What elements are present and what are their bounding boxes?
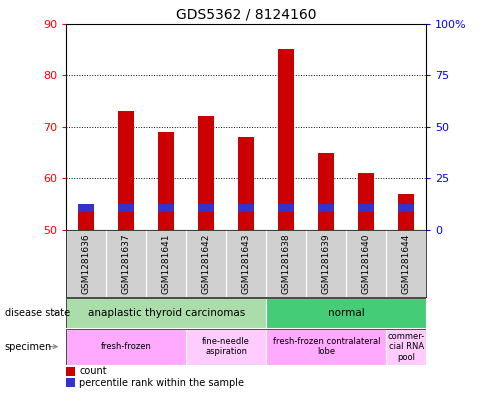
Text: fine-needle
aspiration: fine-needle aspiration [202, 337, 250, 356]
Bar [358, 204, 374, 212]
Bar [66, 367, 75, 376]
Text: GSM1281640: GSM1281640 [362, 233, 371, 294]
Text: GSM1281644: GSM1281644 [402, 233, 411, 294]
Bar [238, 204, 254, 212]
Text: disease state: disease state [5, 308, 70, 318]
Text: GSM1281637: GSM1281637 [122, 233, 131, 294]
Bar [358, 173, 374, 230]
Bar [318, 204, 334, 212]
Text: commer-
cial RNA
pool: commer- cial RNA pool [388, 332, 425, 362]
Bar [198, 204, 214, 212]
Bar [198, 116, 214, 230]
Bar [266, 329, 386, 365]
Bar [238, 137, 254, 230]
Text: fresh-frozen: fresh-frozen [101, 342, 151, 351]
Text: GSM1281643: GSM1281643 [242, 233, 251, 294]
Bar [78, 204, 94, 230]
Bar [66, 378, 75, 387]
Bar [398, 194, 415, 230]
Bar [66, 329, 186, 365]
Bar [118, 111, 134, 230]
Bar [398, 204, 415, 212]
Text: normal: normal [328, 308, 365, 318]
Bar [158, 132, 174, 230]
Bar [386, 329, 426, 365]
Bar [78, 204, 94, 212]
Text: GSM1281641: GSM1281641 [162, 233, 171, 294]
Text: GSM1281642: GSM1281642 [202, 233, 211, 294]
Bar [158, 204, 174, 212]
Text: fresh-frozen contralateral
lobe: fresh-frozen contralateral lobe [272, 337, 380, 356]
Text: GSM1281638: GSM1281638 [282, 233, 291, 294]
Text: GSM1281639: GSM1281639 [322, 233, 331, 294]
Bar [278, 50, 294, 230]
Text: count: count [79, 366, 107, 376]
Text: anaplastic thyroid carcinomas: anaplastic thyroid carcinomas [88, 308, 245, 318]
Bar [318, 152, 334, 230]
Bar [66, 298, 266, 328]
Bar [118, 204, 134, 212]
Bar [266, 298, 426, 328]
Text: specimen: specimen [5, 342, 52, 352]
Bar [186, 329, 266, 365]
Title: GDS5362 / 8124160: GDS5362 / 8124160 [176, 7, 317, 21]
Bar [278, 204, 294, 212]
Text: GSM1281636: GSM1281636 [82, 233, 91, 294]
Text: percentile rank within the sample: percentile rank within the sample [79, 378, 244, 387]
